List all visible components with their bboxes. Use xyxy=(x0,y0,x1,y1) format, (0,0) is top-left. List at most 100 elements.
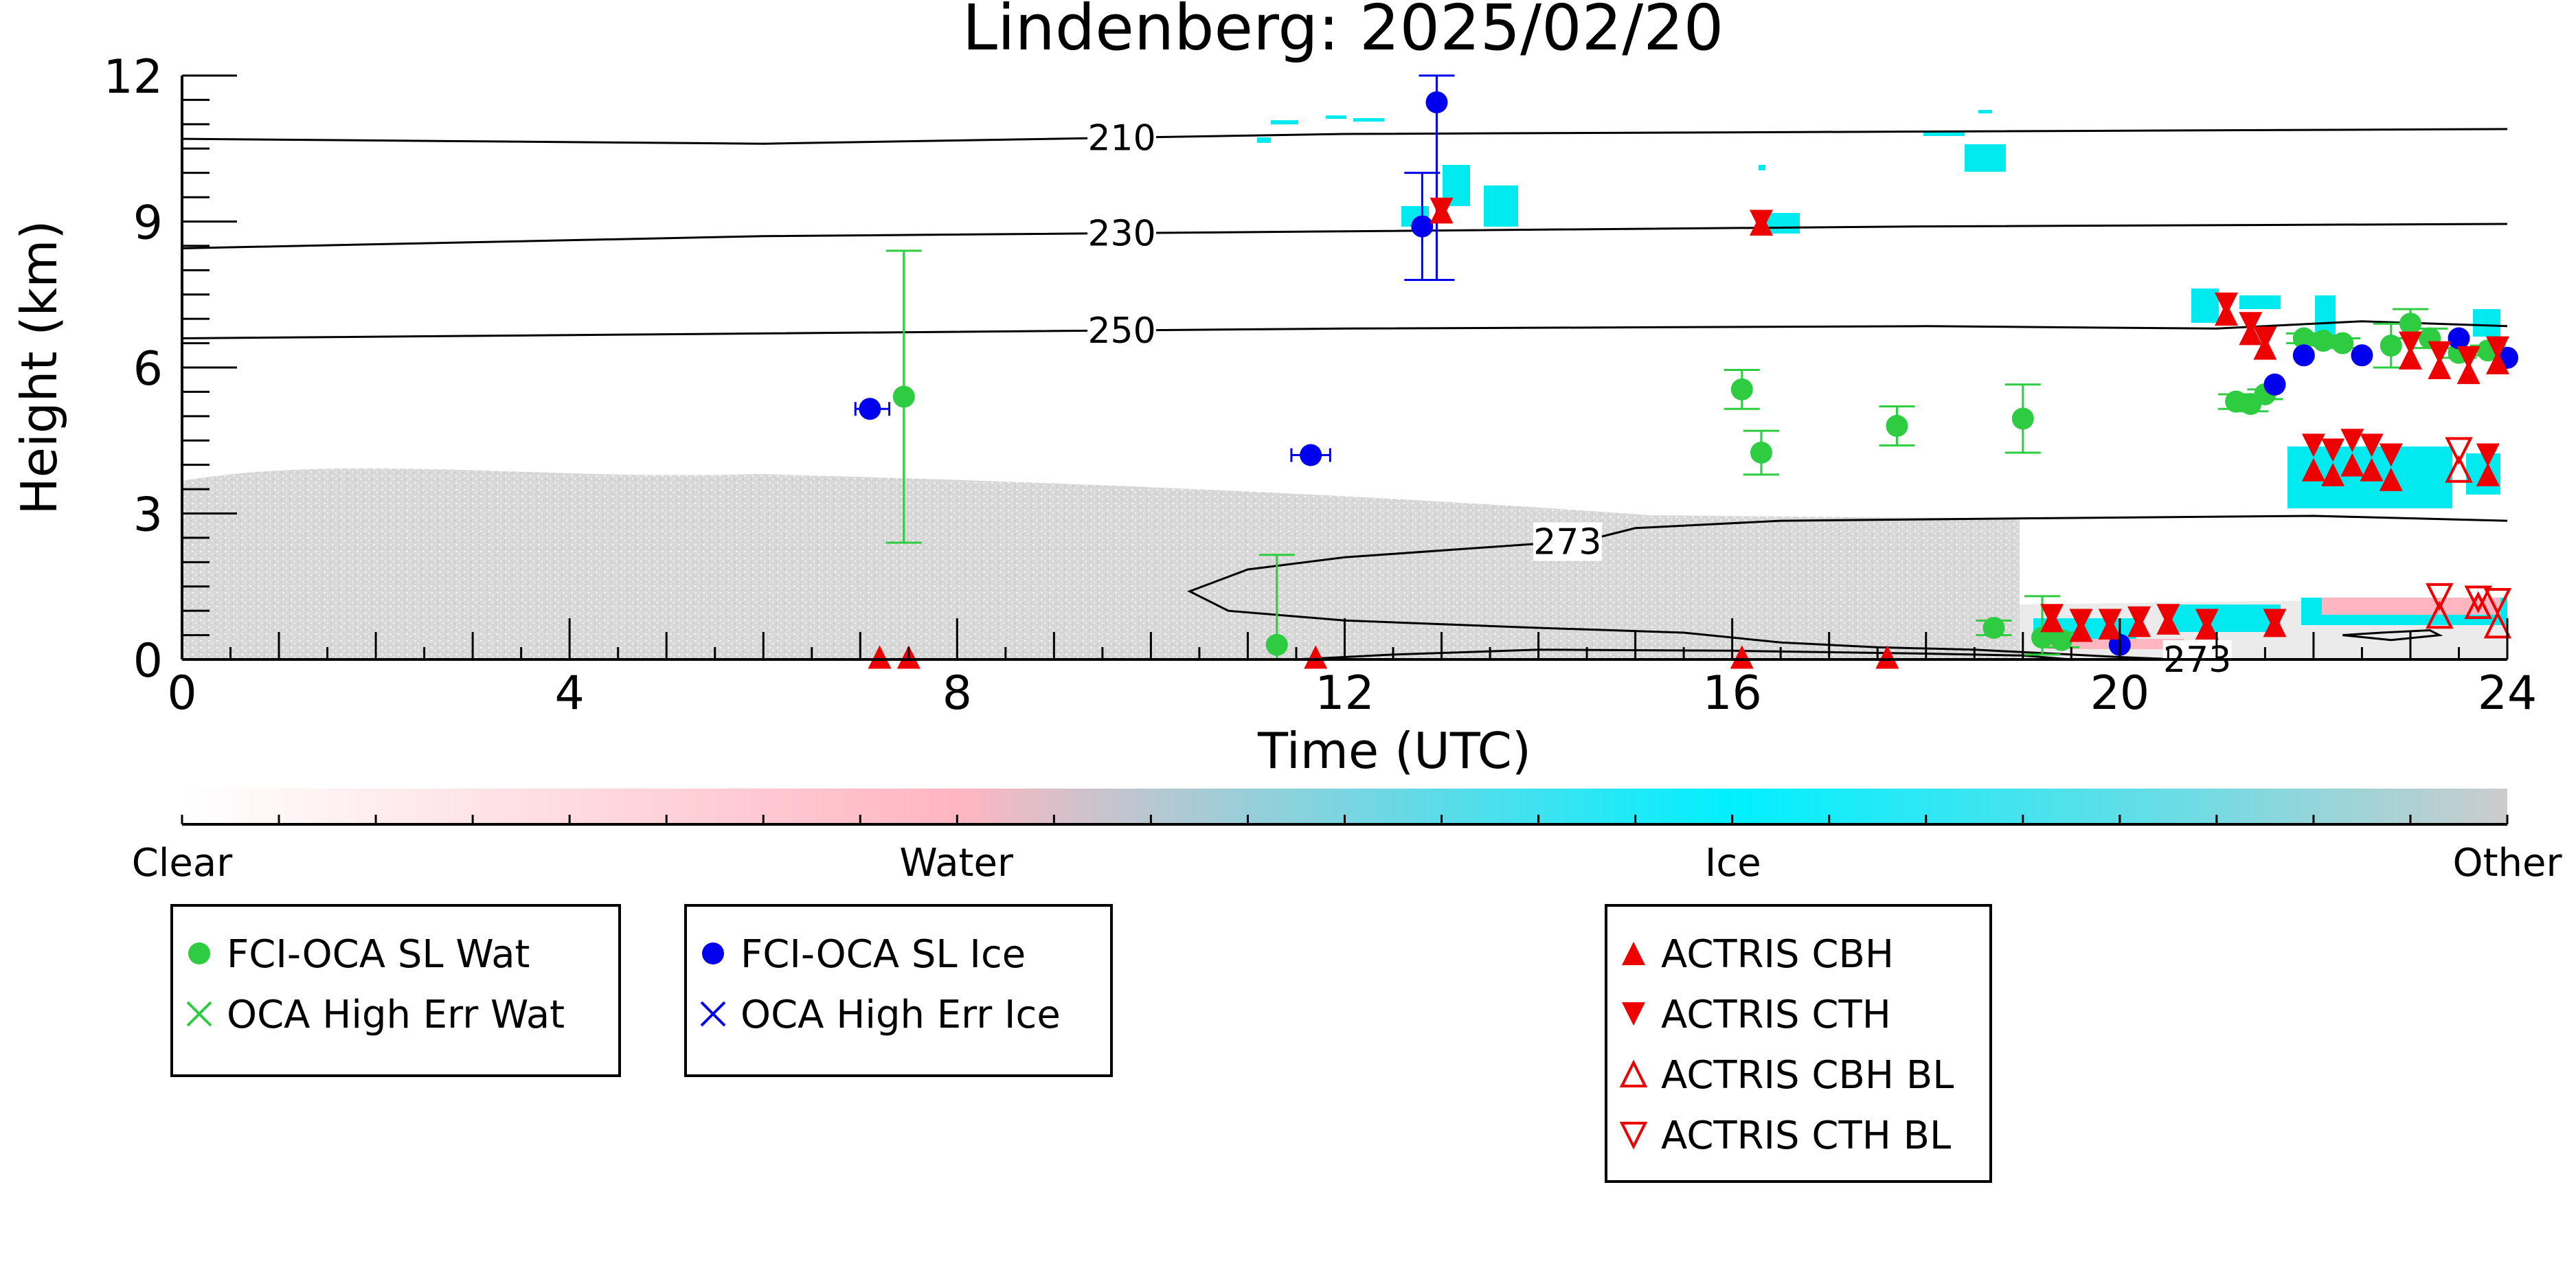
contour-label-bg xyxy=(1533,522,1602,561)
marker xyxy=(2379,467,2403,491)
marker xyxy=(1622,1002,1645,1026)
marker xyxy=(2428,341,2452,365)
x-tick-label: 20 xyxy=(2090,666,2150,721)
y-tick-label: 3 xyxy=(133,488,163,543)
y-axis-label: Height (km) xyxy=(10,221,68,515)
legends: FCI-OCA SL Wat OCA High Err Wat FCI-OCA SL… xyxy=(170,904,1992,1183)
marker xyxy=(1730,645,1754,669)
marker xyxy=(2331,332,2354,354)
marker xyxy=(2292,327,2315,350)
marker xyxy=(2301,433,2325,457)
marker xyxy=(2456,361,2481,385)
marker xyxy=(2321,438,2345,462)
cloud-classification-field xyxy=(182,110,2507,659)
marker xyxy=(2456,346,2481,370)
axes: 0 4 8 12 16 20 24 0 3 6 9 12 xyxy=(103,50,2537,721)
marker xyxy=(2301,457,2325,482)
marker xyxy=(1430,197,1454,221)
marker xyxy=(1619,1059,1648,1087)
y-tick-label: 12 xyxy=(103,50,163,104)
chart-title: Lindenberg: 2025/02/20 xyxy=(962,0,1724,65)
marker xyxy=(2485,350,2509,374)
marker xyxy=(1304,645,1328,669)
legend-label: FCI-OCA SL Ice xyxy=(741,932,1026,977)
marker xyxy=(2239,312,2263,336)
data-markers xyxy=(859,91,2518,669)
marker xyxy=(2360,433,2384,457)
marker xyxy=(859,398,881,420)
contour-label-bg xyxy=(1087,311,1157,350)
contour-label: 230 xyxy=(1087,213,1155,254)
legend-box xyxy=(684,904,1113,1077)
marker xyxy=(2476,443,2500,467)
marker xyxy=(1411,215,1434,238)
marker xyxy=(2321,462,2345,486)
marker xyxy=(2445,437,2473,465)
marker xyxy=(1749,210,1773,234)
marker xyxy=(2127,606,2151,630)
legend-label: OCA High Err Ice xyxy=(741,993,1061,1037)
marker xyxy=(2398,346,2422,370)
marker xyxy=(2483,610,2512,639)
marker xyxy=(1265,633,1288,656)
contour-label-bg xyxy=(1087,214,1157,253)
x-axis-label: Time (UTC) xyxy=(1257,722,1531,780)
marker xyxy=(2263,373,2286,396)
contour-line xyxy=(181,128,2508,145)
contour-line xyxy=(181,320,2508,339)
marker xyxy=(1300,444,1322,466)
marker xyxy=(186,1001,212,1027)
marker xyxy=(2476,462,2500,486)
marker xyxy=(2156,604,2180,628)
marker xyxy=(1619,1122,1648,1150)
marker xyxy=(2098,609,2122,633)
marker xyxy=(188,942,210,964)
contour-line xyxy=(2342,629,2443,642)
marker xyxy=(2069,609,2093,633)
marker xyxy=(702,942,724,964)
legend-label: OCA High Err Wat xyxy=(227,993,565,1037)
marker xyxy=(2292,344,2315,367)
y-tick-label: 9 xyxy=(133,196,163,251)
marker xyxy=(2464,591,2492,620)
marker xyxy=(2426,600,2454,629)
marker xyxy=(2485,336,2509,360)
legend-box xyxy=(1605,904,1992,1183)
marker xyxy=(1425,91,1448,113)
y-tick-label: 6 xyxy=(133,342,163,396)
marker xyxy=(2483,588,2512,616)
legend-label: ACTRIS CBH BL xyxy=(1661,1053,1954,1098)
marker xyxy=(868,645,892,669)
marker xyxy=(2398,331,2422,355)
marker xyxy=(1622,942,1645,965)
colorbar: Clear Water Ice Other xyxy=(132,789,2562,885)
marker xyxy=(2464,585,2492,613)
contour-label: 210 xyxy=(1087,117,1155,159)
marker xyxy=(2445,455,2473,483)
colorbar-label: Water xyxy=(899,841,1014,885)
x-tick-label: 16 xyxy=(1702,666,1762,721)
contour-label: 250 xyxy=(1087,310,1155,352)
marker xyxy=(2312,330,2335,352)
marker xyxy=(2011,407,2034,430)
y-tick-label: 0 xyxy=(133,634,163,688)
marker xyxy=(2195,609,2219,633)
marker xyxy=(1875,645,1899,669)
marker xyxy=(892,385,915,408)
colorbar-label: Other xyxy=(2452,841,2562,885)
x-tick-label: 0 xyxy=(167,666,196,721)
legend-label: FCI-OCA SL Wat xyxy=(227,932,530,977)
marker xyxy=(2040,604,2064,628)
marker xyxy=(2253,326,2277,350)
colorbar-label: Clear xyxy=(132,841,233,885)
marker xyxy=(2380,335,2402,357)
contour-label-bg xyxy=(1087,118,1157,157)
marker xyxy=(2448,327,2470,350)
marker xyxy=(2340,453,2364,477)
contour-label: 273 xyxy=(1533,521,1601,563)
colorbar-label: Ice xyxy=(1705,841,1761,885)
legend-label: ACTRIS CBH xyxy=(1661,932,1894,977)
marker xyxy=(1982,616,2005,639)
x-tick-label: 24 xyxy=(2478,666,2538,721)
